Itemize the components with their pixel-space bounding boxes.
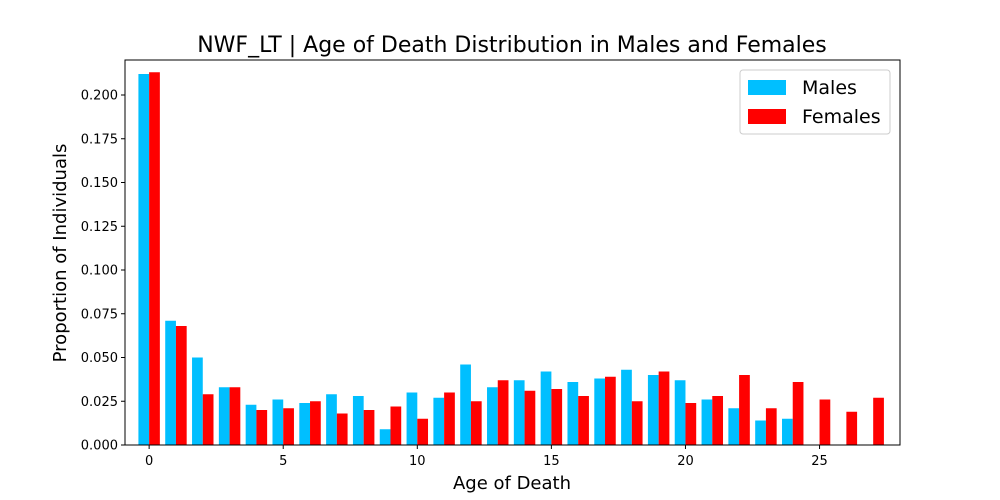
bar-females-9 xyxy=(390,406,402,445)
bar-males-17 xyxy=(594,378,606,445)
bar-males-1 xyxy=(165,320,176,445)
bar-males-12 xyxy=(460,364,471,445)
bar-females-27 xyxy=(873,397,884,445)
bar-females-8 xyxy=(363,410,375,445)
bar-males-20 xyxy=(674,380,686,445)
bar-females-10 xyxy=(417,418,429,445)
y-axis-title: Proportion of Individuals xyxy=(50,144,71,363)
bar-males-0 xyxy=(138,74,150,445)
bar-females-19 xyxy=(658,371,670,445)
bar-males-9 xyxy=(379,429,391,445)
bar-females-7 xyxy=(336,413,348,445)
bar-females-3 xyxy=(229,387,241,445)
x-tick-label-5: 5 xyxy=(279,454,287,469)
bar-females-2 xyxy=(202,394,214,445)
bar-females-4 xyxy=(256,410,268,445)
bar-females-16 xyxy=(578,396,589,445)
bar-females-22 xyxy=(739,375,750,445)
bar-males-22 xyxy=(728,408,740,445)
y-tick-label-1: 0.025 xyxy=(81,395,118,410)
bar-males-24 xyxy=(782,418,793,445)
axes-group: 0 5 10 15 20 25 0.000 0.025 0.050 0.075 0.100 0.125… xyxy=(81,59,901,469)
legend-swatch-males xyxy=(748,80,786,95)
bar-females-21 xyxy=(712,396,724,445)
bar-females-11 xyxy=(444,392,455,445)
bars-group xyxy=(138,72,884,445)
bar-females-1 xyxy=(175,326,187,445)
legend-label-females: Females xyxy=(802,106,881,128)
bar-males-23 xyxy=(755,420,766,445)
bar-males-2 xyxy=(192,357,203,445)
y-tick-label-7: 0.175 xyxy=(81,132,118,147)
bar-males-5 xyxy=(272,399,284,445)
y-tick-label-0: 0.000 xyxy=(81,439,118,454)
bar-males-3 xyxy=(218,387,230,445)
y-tick-label-3: 0.075 xyxy=(81,307,118,322)
plot-frame xyxy=(124,59,901,446)
bar-females-18 xyxy=(631,401,643,445)
bar-males-4 xyxy=(245,404,257,445)
x-tick-label-20: 20 xyxy=(677,454,694,469)
bar-males-15 xyxy=(540,371,552,445)
bar-males-7 xyxy=(326,394,337,445)
bar-males-16 xyxy=(567,382,579,445)
bar-females-26 xyxy=(846,411,858,445)
x-tick-label-0: 0 xyxy=(145,454,153,469)
bar-males-19 xyxy=(647,375,659,445)
bar-females-20 xyxy=(685,403,697,445)
bar-females-12 xyxy=(470,401,482,445)
chart-title: NWF_LT | Age of Death Distribution in Ma… xyxy=(197,33,827,58)
bar-males-14 xyxy=(513,380,525,445)
y-tick-label-5: 0.125 xyxy=(81,220,118,235)
x-tick-label-10: 10 xyxy=(409,454,426,469)
y-tick-label-6: 0.150 xyxy=(81,176,118,191)
bar-males-13 xyxy=(487,387,498,445)
y-tick-label-4: 0.100 xyxy=(81,264,118,279)
bar-females-6 xyxy=(310,401,321,445)
bar-females-14 xyxy=(524,390,536,445)
bar-males-11 xyxy=(433,397,445,445)
legend-swatch-females xyxy=(748,109,786,124)
bar-females-13 xyxy=(497,380,509,445)
x-tick-label-15: 15 xyxy=(543,454,560,469)
y-tick-label-8: 0.200 xyxy=(81,89,118,104)
legend-label-males: Males xyxy=(802,77,857,99)
bar-females-23 xyxy=(765,408,777,445)
bar-females-24 xyxy=(792,382,804,445)
bar-females-0 xyxy=(149,72,160,445)
x-axis-title: Age of Death xyxy=(453,473,571,494)
bar-males-8 xyxy=(352,396,364,445)
bar-males-6 xyxy=(299,403,311,445)
legend: Males Females xyxy=(739,69,891,135)
bar-males-18 xyxy=(621,369,632,445)
bar-females-15 xyxy=(551,389,563,445)
bar-females-5 xyxy=(283,408,294,445)
y-tick-label-2: 0.050 xyxy=(81,351,118,366)
x-tick-label-25: 25 xyxy=(811,454,828,469)
bar-males-10 xyxy=(406,392,418,445)
bar-females-17 xyxy=(605,376,616,445)
bar-females-25 xyxy=(819,399,831,445)
bar-males-21 xyxy=(701,399,713,445)
